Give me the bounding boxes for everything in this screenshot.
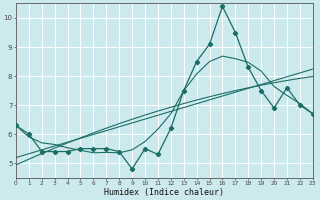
X-axis label: Humidex (Indice chaleur): Humidex (Indice chaleur) — [104, 188, 224, 197]
